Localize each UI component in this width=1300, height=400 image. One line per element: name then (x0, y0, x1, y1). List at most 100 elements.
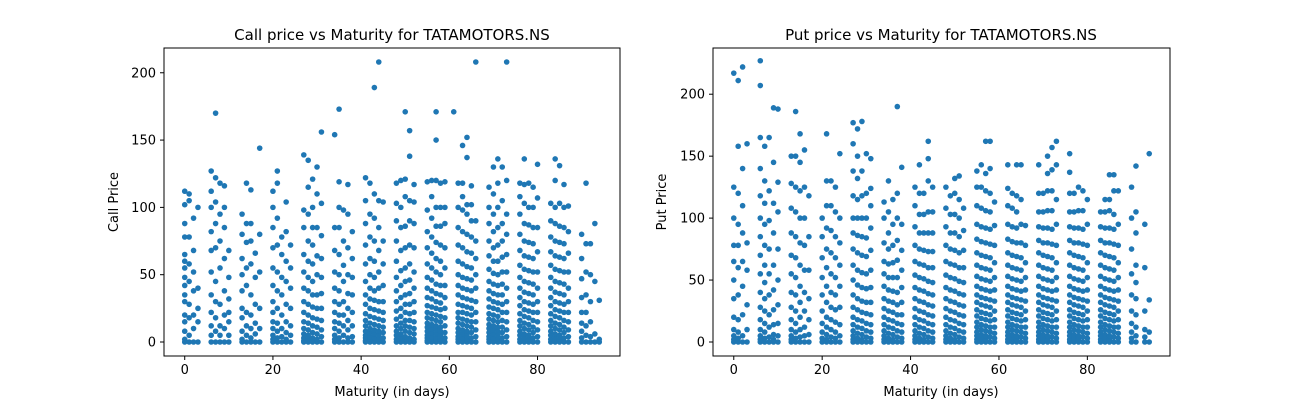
put-data-point (1049, 324, 1055, 330)
put-data-point (925, 278, 932, 285)
call-data-point (486, 316, 492, 322)
call-data-point (547, 323, 554, 329)
call-data-point (406, 218, 413, 224)
put-data-point (775, 209, 781, 215)
call-data-point (486, 296, 492, 302)
put-data-point (1044, 287, 1051, 293)
put-data-point (987, 304, 993, 311)
call-data-point (517, 294, 523, 301)
put-data-point (916, 316, 923, 323)
put-data-point (850, 119, 856, 126)
call-data-point (472, 218, 479, 224)
put-data-point (947, 193, 954, 199)
put-data-point (850, 328, 856, 334)
put-data-point (1115, 298, 1122, 304)
put-data-point (1097, 313, 1104, 319)
call-data-point (525, 321, 532, 328)
put-data-point (947, 335, 954, 342)
put-data-point (788, 271, 795, 277)
put-data-point (1080, 339, 1086, 345)
call-data-point (208, 323, 214, 329)
put-data-point (925, 302, 932, 308)
put-data-point (770, 321, 777, 328)
call-data-point (398, 320, 404, 326)
put-data-point (890, 259, 896, 266)
put-data-point (735, 242, 741, 249)
put-data-point (1035, 209, 1042, 215)
put-data-point (1035, 190, 1042, 197)
call-data-point (362, 242, 369, 248)
put-data-point (1071, 326, 1077, 333)
put-data-point (1115, 316, 1122, 323)
put-data-point (1066, 324, 1073, 330)
put-y-tick-label: 200 (680, 88, 705, 103)
put-data-point (1071, 331, 1077, 338)
call-data-point (428, 250, 435, 256)
call-data-point (530, 292, 536, 298)
call-data-point (534, 339, 541, 345)
put-data-point (894, 311, 901, 318)
call-data-point (301, 309, 307, 316)
call-data-point (464, 304, 470, 310)
call-data-point (239, 271, 245, 278)
put-data-point (854, 330, 861, 337)
put-data-point (929, 321, 936, 328)
call-data-point (398, 177, 404, 184)
call-data-point (503, 251, 510, 258)
call-data-point (517, 262, 523, 269)
put-data-point (1044, 333, 1051, 339)
call-data-point (181, 251, 188, 258)
call-data-point (221, 288, 228, 294)
call-data-point (181, 220, 188, 227)
put-data-point (1075, 316, 1082, 323)
put-data-point (757, 304, 764, 311)
put-data-point (1013, 287, 1020, 293)
call-data-point (495, 292, 501, 298)
call-data-point (208, 247, 214, 254)
put-data-point (956, 233, 962, 240)
put-data-point (788, 153, 795, 159)
put-data-point (859, 331, 865, 338)
put-data-point (987, 165, 993, 172)
call-data-point (367, 320, 373, 326)
call-data-point (565, 333, 572, 340)
put-data-point (863, 328, 870, 334)
put-data-point (898, 321, 905, 328)
put-data-point (1044, 277, 1051, 283)
call-data-point (248, 312, 254, 318)
put-data-point (881, 295, 887, 302)
call-data-point (486, 204, 492, 211)
put-data-point (943, 314, 949, 321)
put-data-point (1066, 319, 1073, 325)
call-data-point (534, 195, 541, 201)
put-data-point (929, 329, 936, 335)
call-data-point (561, 181, 567, 188)
call-data-point (186, 261, 192, 267)
put-data-point (766, 134, 772, 141)
call-data-point (270, 204, 276, 211)
put-data-point (943, 333, 949, 339)
call-data-point (547, 234, 554, 240)
call-data-point (495, 306, 501, 313)
put-data-point (1115, 324, 1122, 330)
put-data-point (1102, 196, 1108, 203)
call-data-point (243, 239, 250, 246)
put-data-point (960, 279, 967, 286)
call-data-point (349, 274, 356, 281)
put-data-point (991, 259, 998, 266)
put-data-point (1115, 259, 1122, 266)
put-data-point (1142, 334, 1148, 340)
call-data-point (428, 310, 435, 317)
call-data-point (252, 274, 259, 281)
put-data-point (735, 264, 741, 271)
call-data-point (525, 314, 532, 321)
call-data-point (287, 339, 294, 345)
put-data-point (921, 230, 927, 236)
call-data-point (181, 298, 188, 305)
put-data-point (1102, 209, 1108, 215)
put-data-point (956, 320, 962, 327)
call-data-point (592, 331, 598, 337)
put-data-point (978, 184, 985, 190)
put-data-point (890, 331, 896, 338)
put-data-point (912, 328, 918, 334)
